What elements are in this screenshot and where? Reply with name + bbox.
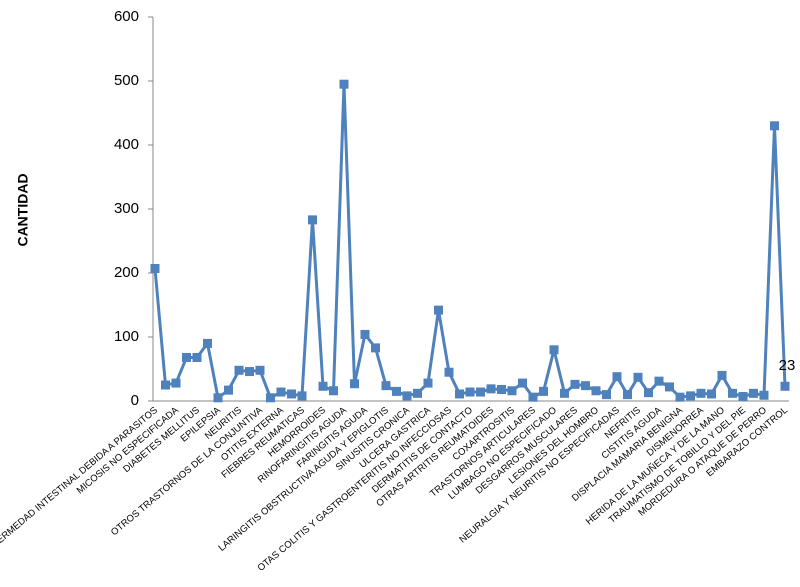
point [423,378,433,388]
point [570,379,580,389]
line [153,82,787,400]
point [192,352,202,362]
y-axis-label: CANTIDAD [15,173,31,246]
point [287,389,296,399]
y-tick-label: 200 [114,264,139,281]
point [728,388,737,398]
point [707,389,716,399]
point [455,389,464,399]
point [738,392,748,402]
point [528,392,538,402]
point [486,384,496,394]
y-tick-label: 400 [114,136,139,153]
point [780,381,790,391]
point [203,338,212,348]
point [539,386,548,396]
point [696,388,706,398]
point [255,365,265,375]
point [402,391,412,401]
point [360,329,370,339]
point [644,388,653,398]
point [339,79,349,89]
point [266,393,275,403]
point [591,386,601,396]
point [213,393,223,403]
point [318,381,328,391]
point [549,345,559,355]
point [224,385,233,395]
point [392,386,401,396]
point [560,388,569,398]
point [434,305,443,315]
point [581,381,590,391]
y-tick-label: 600 [114,8,139,25]
point [297,391,307,401]
point [161,380,170,390]
point [717,370,727,380]
y-tick-label: 0 [131,392,139,409]
x-tick-label: ENFERMEDAD INTESTINAL DEBIDA A PARASITOS [0,405,160,558]
point [381,381,391,391]
y-tick-label: 100 [114,328,139,345]
point [518,378,527,388]
point [245,367,254,377]
point [749,388,758,398]
point [602,390,611,400]
point [507,386,517,396]
point [465,387,475,397]
data-label: 23 [779,357,796,374]
point [623,390,632,400]
point [675,392,685,402]
point [686,391,695,401]
point [654,376,664,386]
point [497,384,506,394]
point [413,388,422,398]
point [150,264,160,274]
point [444,367,454,377]
point [665,382,674,392]
point [476,387,485,397]
point [612,372,622,382]
point [308,215,317,225]
y-tick-label: 300 [114,200,139,217]
point [171,378,181,388]
y-tick-label: 500 [114,72,139,89]
point [234,365,244,375]
point [329,386,338,396]
point [371,343,380,353]
point [276,387,286,397]
point [770,121,779,131]
point [182,352,191,362]
point [759,390,769,400]
point [350,379,359,389]
point [633,372,643,382]
